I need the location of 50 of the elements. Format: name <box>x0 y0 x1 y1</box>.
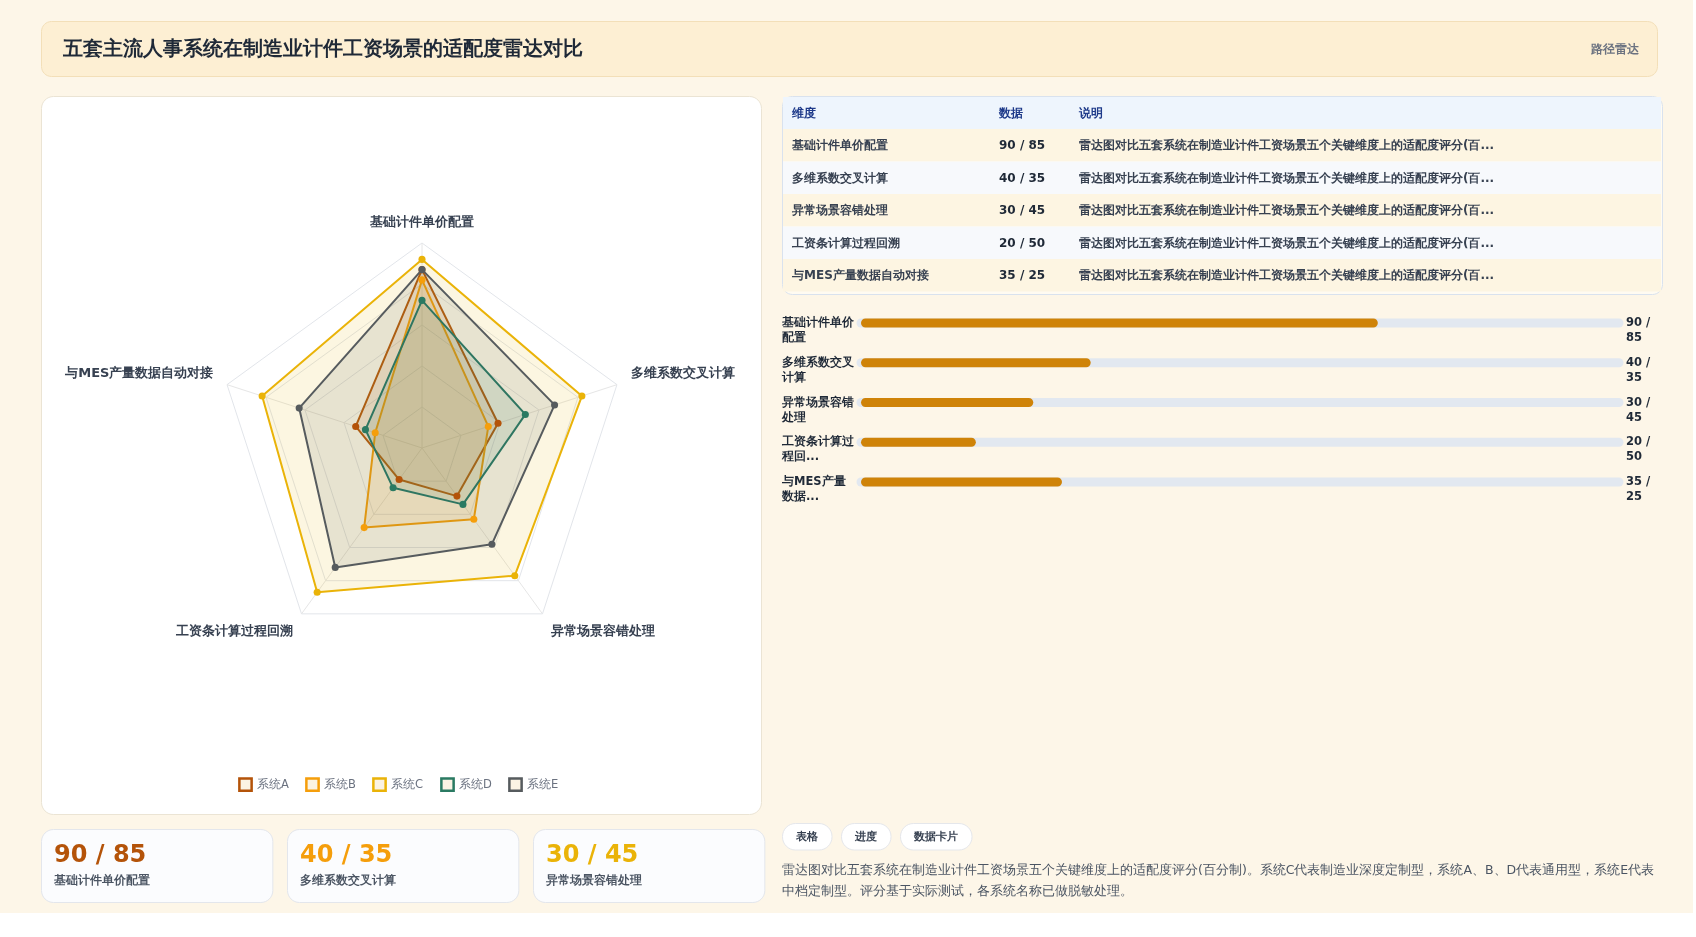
text: 异常场景容错处理 <box>791 203 888 218</box>
spoke-label: 异常场景容错处理 <box>549 623 655 639</box>
text: 90 / 85 <box>54 840 147 868</box>
text: 雷达图对比五套系统在制造业计件工资场景五个关键维度上的适配度评分(百... <box>1079 203 1495 218</box>
legend-label: 系统A <box>257 776 289 791</box>
text: 30 / 45 <box>999 203 1046 218</box>
text: 说明 <box>1078 105 1103 120</box>
text: 基础计件单价配置 <box>53 873 150 887</box>
text: 雷达图对比五套系统在制造业计件工资场景五个关键维度上的适配度评分(百... <box>1079 235 1495 250</box>
spoke-label: 基础计件单价配置 <box>369 213 474 229</box>
data-label: 40 / 35 <box>1626 354 1652 384</box>
text: 多维系数交叉计算 <box>300 873 396 887</box>
text: 40 / 35 <box>300 840 393 868</box>
legend-label: 系统B <box>324 776 356 791</box>
text: 异常场景容错处理 <box>545 873 642 887</box>
text: 与MES产量数据自动对接 <box>791 268 929 283</box>
text: 雷达图对比五套系统在制造业计件工资场景五个关键维度上的适配度评分(百分制)。系统C代表制造业深度定制型，系统A、B、D代表通用型，系统E代表中档定制型。评分基于实际测试，各系统名称已做脱敏处理。 <box>782 862 1655 898</box>
spoke-label: 多维系数交叉计算 <box>630 365 735 381</box>
text: 雷达图对比五套系统在制造业计件工资场景五个关键维度上的适配度评分(百... <box>1079 268 1495 283</box>
y-tick-label: 基础计件单价配置 <box>781 315 855 344</box>
text: 基础计件单价配置 <box>791 138 888 153</box>
y-tick-label: 异常场景容错处理 <box>781 394 854 424</box>
data-label: 90 / 85 <box>1626 315 1652 344</box>
text: 20 / 50 <box>999 235 1046 250</box>
text: 维度 <box>791 105 816 120</box>
legend-label: 系统E <box>527 776 559 791</box>
text: 进度 <box>854 830 877 843</box>
chart-title: 五套主流人事系统在制造业计件工资场景的适配度雷达对比 <box>62 35 583 60</box>
legend-label: 系统D <box>459 776 492 791</box>
y-tick-label: 工资条计算过程回... <box>781 434 855 464</box>
data-label: 30 / 45 <box>1626 394 1652 424</box>
text: 雷达图对比五套系统在制造业计件工资场景五个关键维度上的适配度评分(百... <box>1079 138 1495 153</box>
text: 路径雷达 <box>1590 41 1640 56</box>
spoke-label: 工资条计算过程回溯 <box>175 623 294 639</box>
data-label: 35 / 25 <box>1626 474 1652 503</box>
text: 30 / 45 <box>546 840 639 868</box>
text: 雷达图对比五套系统在制造业计件工资场景五个关键维度上的适配度评分(百... <box>1079 170 1495 185</box>
text: 数据 <box>998 105 1023 120</box>
text: 工资条计算过程回溯 <box>791 235 900 250</box>
text: 35 / 25 <box>999 268 1046 283</box>
legend-label: 系统C <box>391 776 424 791</box>
text: 数据卡片 <box>913 830 958 843</box>
text: 90 / 85 <box>999 138 1046 153</box>
spoke-label: 与MES产量数据自动对接 <box>64 365 214 381</box>
text: 多维系数交叉计算 <box>792 170 888 185</box>
text: 表格 <box>795 830 819 843</box>
data-label: 20 / 50 <box>1626 434 1652 464</box>
y-tick-label: 多维系数交叉计算 <box>781 354 854 384</box>
text: 40 / 35 <box>999 170 1046 185</box>
y-tick-label: 与MES产量数据... <box>781 474 846 503</box>
